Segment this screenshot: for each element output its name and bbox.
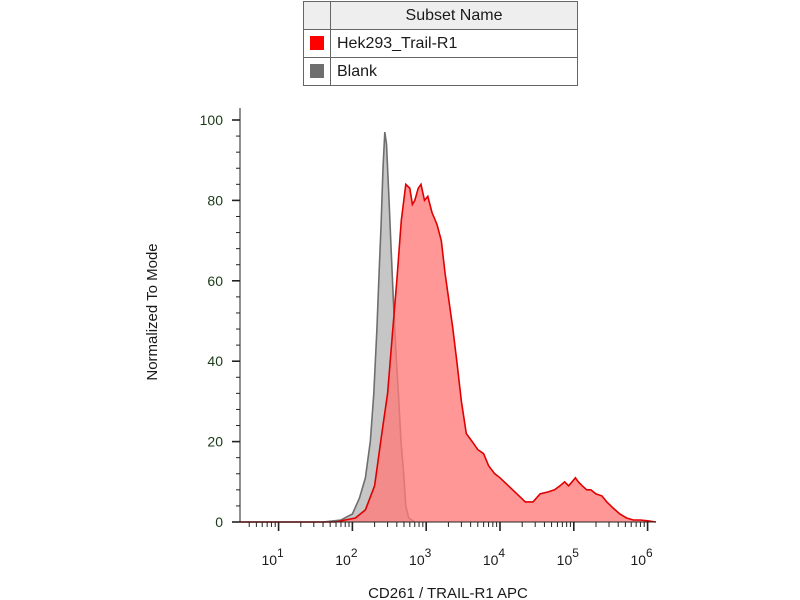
y-axis-label: Normalized To Mode: [144, 243, 161, 380]
y-tick-label: 60: [207, 273, 223, 289]
legend-row: Blank: [303, 57, 578, 86]
series-area-hek293-trail-r1: [240, 184, 656, 523]
x-tick-label: 104: [483, 546, 506, 568]
legend-table: Subset Name Hek293_Trail-R1 Blank: [303, 1, 578, 86]
legend-header-blank-cell: [303, 1, 331, 30]
x-tick-label: 103: [409, 546, 432, 568]
x-tick-label: 102: [335, 546, 358, 568]
y-tick-label: 20: [207, 434, 223, 450]
x-tick-label: 101: [261, 546, 284, 568]
y-tick-label: 40: [207, 353, 223, 369]
legend-swatch-blank: [310, 64, 324, 79]
y-tick-label: 0: [215, 514, 223, 530]
series-line-hek293-trail-r1: [240, 182, 657, 523]
x-axis-label: CD261 / TRAIL-R1 APC: [368, 585, 528, 600]
y-tick-label: 80: [207, 192, 223, 208]
y-tick-label: 100: [200, 112, 224, 128]
x-tick-label: 106: [630, 546, 653, 568]
x-tick-label: 105: [557, 546, 580, 568]
legend-label-blank: Blank: [330, 57, 578, 86]
legend-swatch-hek293: [310, 36, 324, 51]
